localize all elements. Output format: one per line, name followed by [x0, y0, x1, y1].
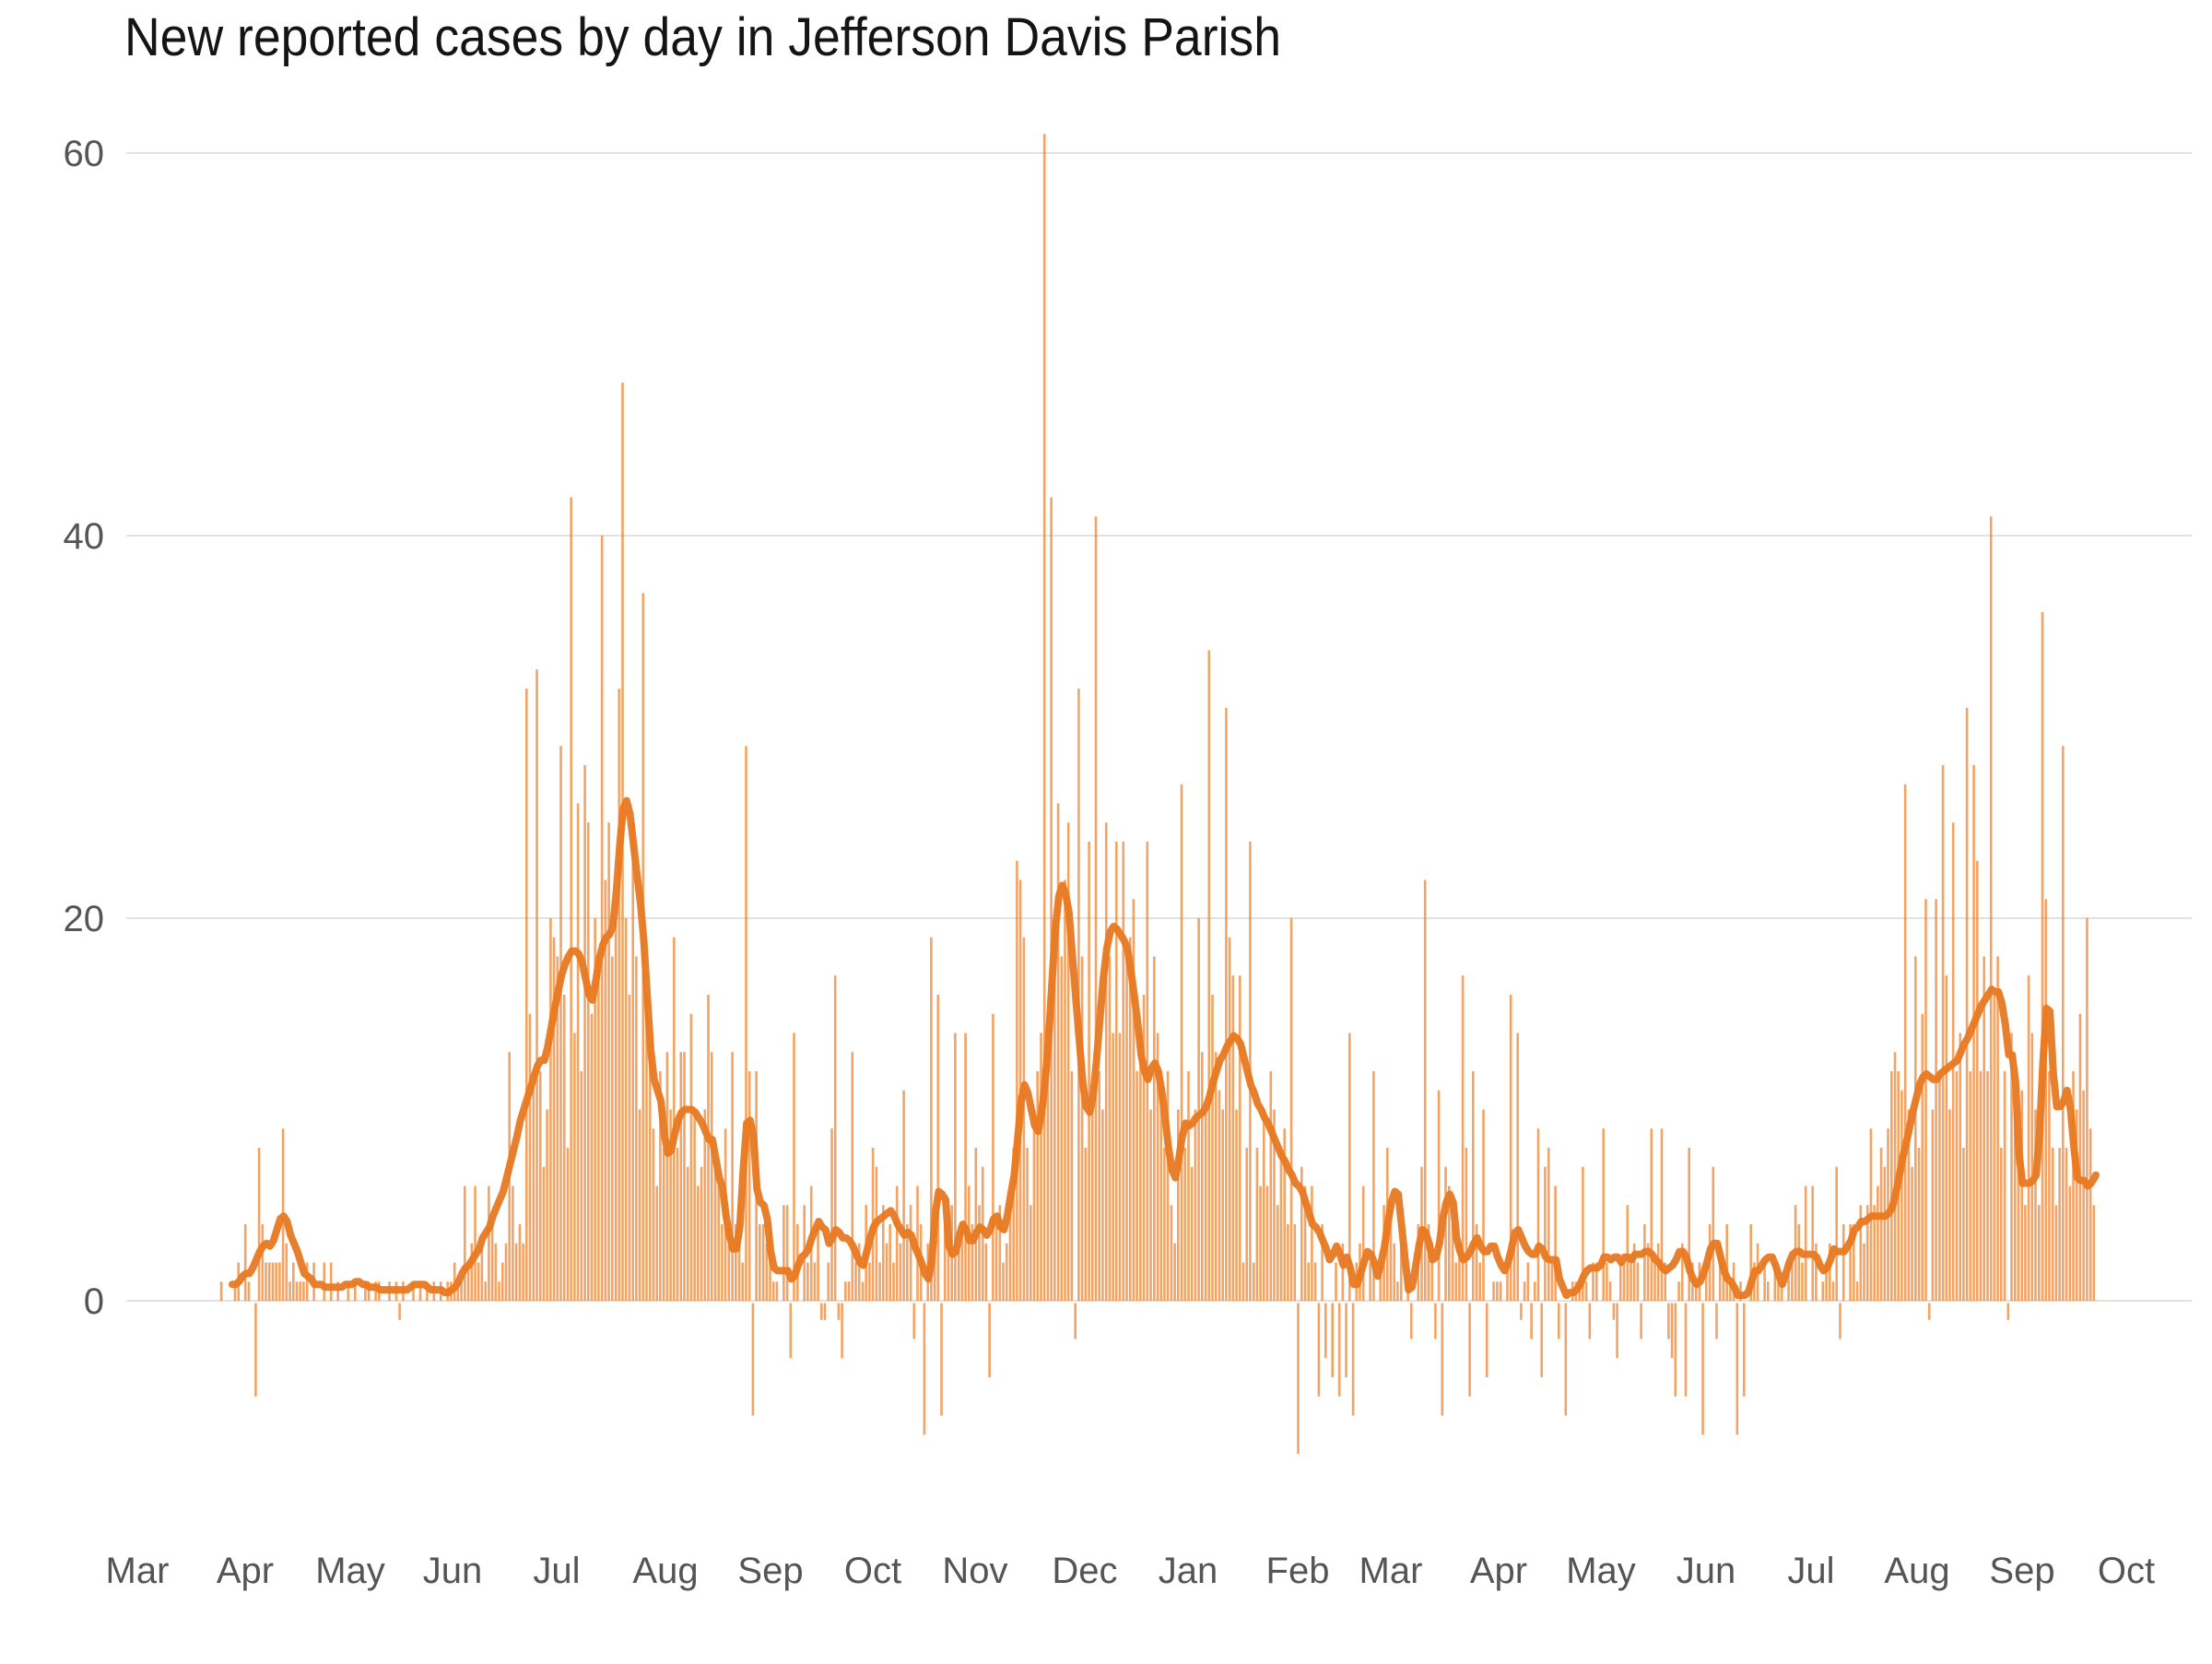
svg-text:Sep: Sep: [1989, 1551, 2054, 1591]
svg-text:Nov: Nov: [942, 1551, 1007, 1591]
svg-text:May: May: [1566, 1551, 1636, 1591]
svg-text:Mar: Mar: [106, 1551, 170, 1591]
svg-text:Oct: Oct: [844, 1551, 901, 1591]
svg-text:Sep: Sep: [737, 1551, 803, 1591]
svg-text:Oct: Oct: [2098, 1551, 2155, 1591]
svg-text:New reported cases by day in J: New reported cases by day in Jefferson D…: [124, 7, 1281, 67]
svg-text:20: 20: [64, 899, 105, 939]
svg-text:Aug: Aug: [1884, 1551, 1949, 1591]
svg-text:Jun: Jun: [1677, 1551, 1736, 1591]
svg-text:Apr: Apr: [1470, 1551, 1527, 1591]
svg-text:May: May: [315, 1551, 385, 1591]
svg-text:Mar: Mar: [1359, 1551, 1423, 1591]
svg-text:Jul: Jul: [533, 1551, 580, 1591]
svg-text:Jan: Jan: [1159, 1551, 1218, 1591]
svg-text:Aug: Aug: [632, 1551, 698, 1591]
svg-text:Dec: Dec: [1052, 1551, 1117, 1591]
svg-text:40: 40: [64, 516, 105, 557]
svg-text:60: 60: [64, 134, 105, 174]
svg-text:Jun: Jun: [423, 1551, 483, 1591]
svg-text:0: 0: [84, 1281, 104, 1322]
svg-text:Jul: Jul: [1787, 1551, 1834, 1591]
svg-text:Apr: Apr: [217, 1551, 274, 1591]
svg-text:Feb: Feb: [1266, 1551, 1330, 1591]
